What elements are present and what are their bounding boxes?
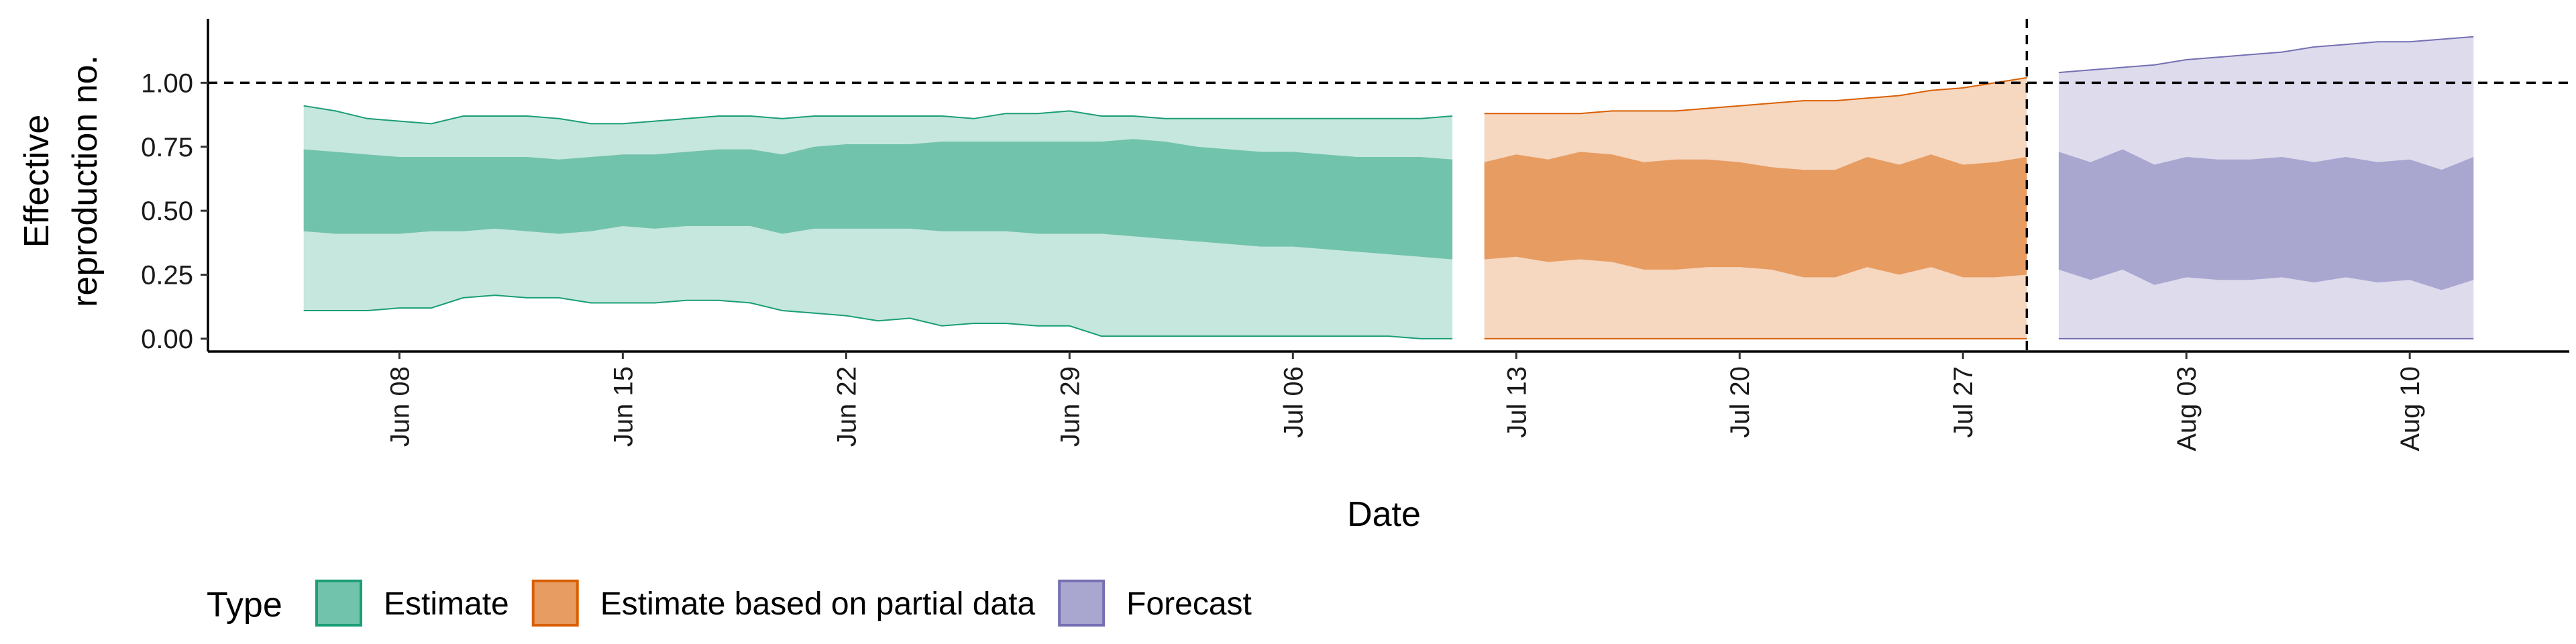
series-0	[303, 105, 1453, 339]
legend-swatch-0	[315, 580, 362, 627]
legend-title: Type	[207, 586, 282, 625]
x-tick-label-2: Jun 22	[832, 366, 861, 447]
x-axis-title: Date	[1347, 495, 1421, 534]
x-tick-label-5: Jul 13	[1502, 366, 1532, 438]
band-lower-edge-series-0	[303, 294, 1453, 339]
legend-swatch-1	[531, 580, 579, 627]
y-tick-label-1: 0.25	[141, 261, 193, 290]
band-upper-edge-series-0	[303, 105, 1453, 125]
y-tick-label-0: 0.00	[141, 325, 193, 354]
y-tick-label-2: 0.50	[141, 197, 193, 226]
x-tick-label-7: Jul 27	[1949, 366, 1978, 438]
x-tick-label-3: Jun 29	[1055, 366, 1085, 447]
legend-swatch-2	[1058, 580, 1106, 627]
x-tick-label-1: Jun 15	[608, 366, 638, 447]
x-tick-label-8: Aug 03	[2172, 366, 2202, 451]
series-2	[2058, 36, 2474, 339]
band-upper-edge-series-2	[2058, 36, 2474, 74]
x-tick-label-4: Jul 06	[1279, 366, 1308, 438]
reference-lines	[208, 19, 2569, 352]
legend-label-0: Estimate	[384, 586, 509, 622]
legend-label-2: Forecast	[1126, 586, 1252, 622]
y-axis-title-line-1: Effective	[17, 115, 56, 248]
band-upper-edge-series-1	[1484, 76, 2027, 115]
uncertainty-bands	[303, 36, 2474, 339]
band-50-series-2	[2058, 149, 2474, 290]
legend: Type Estimate Estimate based on partial d…	[207, 580, 1252, 627]
x-tick-label-6: Jul 20	[1725, 366, 1755, 438]
axes: 0.00 0.25 0.50 0.75 1.00 Jun 08 Jun 15 Jun 22 Ju…	[141, 19, 2569, 451]
y-tick-label-4: 1.00	[141, 68, 193, 98]
y-axis-title: Effective reproduction no.	[17, 55, 105, 307]
legend-label-1: Estimate based on partial data	[600, 586, 1036, 622]
band-50-series-1	[1484, 152, 2027, 278]
x-tick-label-9: Aug 10	[2396, 366, 2425, 451]
y-axis-title-line-2: reproduction no.	[66, 55, 105, 307]
band-50-series-0	[303, 139, 1453, 260]
series-1	[1484, 76, 2027, 339]
y-tick-label-3: 0.75	[141, 133, 193, 162]
x-tick-label-0: Jun 08	[385, 366, 415, 447]
